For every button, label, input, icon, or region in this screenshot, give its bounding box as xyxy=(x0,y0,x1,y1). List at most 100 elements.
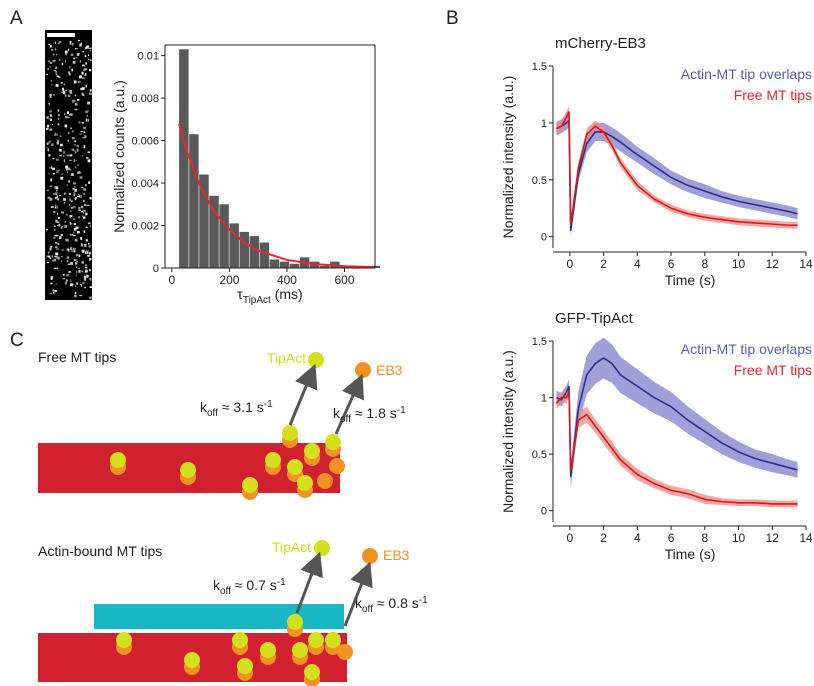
rate-k: k xyxy=(333,405,341,421)
speckle xyxy=(46,74,48,76)
rate-sup: -1 xyxy=(397,405,406,416)
scene-title: Free MT tips xyxy=(38,349,116,365)
speckle xyxy=(74,94,77,96)
speckle xyxy=(83,209,86,212)
y-tick-label: 0.004 xyxy=(131,178,159,190)
speckle xyxy=(75,285,77,287)
speckle xyxy=(70,127,72,130)
speckle xyxy=(55,192,58,196)
y-tick-label: 0.006 xyxy=(131,136,159,148)
legend-entry: Free MT tips xyxy=(734,87,812,103)
x-axis-label: Time (s) xyxy=(665,272,716,288)
speckle xyxy=(79,59,81,63)
speckle xyxy=(51,48,54,52)
eb3-protein xyxy=(329,458,345,474)
speckle xyxy=(78,172,82,174)
speckle xyxy=(61,62,64,66)
speckle xyxy=(86,45,89,49)
speckle xyxy=(83,145,86,149)
speckle xyxy=(50,80,53,82)
speckle xyxy=(56,141,59,145)
speckle xyxy=(81,155,84,157)
speckle xyxy=(52,173,56,175)
y-tick-label: 0.01 xyxy=(138,51,159,63)
speckle xyxy=(83,193,86,195)
speckle xyxy=(70,207,74,209)
speckle xyxy=(55,158,59,161)
y-tick-label: 0 xyxy=(541,506,547,518)
speckle xyxy=(58,58,61,61)
speckle xyxy=(66,274,69,277)
speckle xyxy=(54,255,57,258)
speckle xyxy=(53,237,56,239)
speckle xyxy=(69,203,71,207)
speckle xyxy=(89,92,91,95)
speckle xyxy=(69,43,72,45)
speckle xyxy=(57,123,60,126)
speckle xyxy=(53,258,57,262)
speckle xyxy=(87,101,91,105)
speckle xyxy=(48,154,51,157)
speckle xyxy=(69,159,72,161)
speckle xyxy=(49,247,52,251)
y-tick-label: 0.5 xyxy=(532,449,547,461)
speckle xyxy=(87,151,90,153)
speckle xyxy=(54,242,58,244)
speckle xyxy=(69,283,73,287)
bar xyxy=(289,263,300,268)
speckle xyxy=(65,52,68,55)
speckle xyxy=(49,292,52,295)
speckle xyxy=(86,204,90,207)
y-tick-label: 1.5 xyxy=(532,336,547,348)
speckle xyxy=(85,269,87,272)
speckle xyxy=(73,228,77,231)
rate-sup: -1 xyxy=(419,595,428,606)
speckle xyxy=(49,94,53,96)
speckle xyxy=(76,53,80,56)
speckle xyxy=(58,118,60,120)
speckle xyxy=(55,72,58,76)
tipact-protein xyxy=(242,477,258,493)
speckle xyxy=(69,198,71,202)
speckle xyxy=(89,49,91,52)
speckle xyxy=(84,55,87,58)
speckle xyxy=(73,249,76,253)
speckle xyxy=(54,185,57,189)
speckle xyxy=(66,248,70,251)
panel-label: A xyxy=(10,8,23,29)
speckle xyxy=(75,275,77,277)
speckle xyxy=(62,155,65,157)
bar xyxy=(179,49,189,268)
speckle xyxy=(64,124,68,128)
speckle xyxy=(79,295,82,297)
unbinding-arrow xyxy=(343,561,373,627)
bar xyxy=(229,223,239,268)
speckle xyxy=(80,42,83,45)
rate-label: koff ≈ 0.7 s-1 xyxy=(213,577,286,597)
speckle xyxy=(46,124,50,128)
speckle xyxy=(60,255,63,258)
x-tick-label: 10 xyxy=(732,531,746,545)
speckle xyxy=(75,102,78,106)
speckle xyxy=(53,234,57,237)
speckle xyxy=(73,182,76,185)
speckle xyxy=(68,113,70,116)
tipact-protein xyxy=(110,452,126,468)
speckle xyxy=(68,271,71,273)
speckle xyxy=(67,167,71,171)
tipact-protein xyxy=(325,434,341,450)
speckle xyxy=(81,122,84,124)
speckle xyxy=(89,89,92,92)
speckle xyxy=(74,108,78,111)
speckle xyxy=(56,212,59,216)
speckle xyxy=(81,210,84,213)
speckle xyxy=(78,194,80,196)
bar xyxy=(269,259,280,268)
speckle xyxy=(52,193,56,195)
x-tick-label: 14 xyxy=(799,257,813,271)
speckle xyxy=(69,113,73,116)
speckle xyxy=(51,123,53,126)
speckle xyxy=(69,90,72,93)
speckle xyxy=(85,72,87,76)
speckle xyxy=(83,199,85,202)
